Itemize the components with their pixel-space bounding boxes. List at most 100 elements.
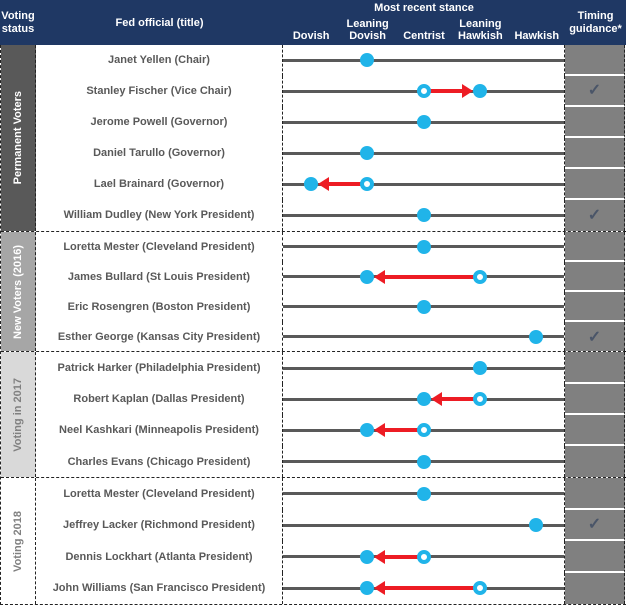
current-stance-dot xyxy=(360,581,375,596)
official-name: James Bullard (St Louis President) xyxy=(36,261,283,292)
voting-status-cell: Voting in 2017 xyxy=(1,352,36,478)
stance-arrowhead-icon xyxy=(374,423,386,438)
official-name: Stanley Fischer (Vice Chair) xyxy=(36,75,283,107)
official-name: John Williams (San Francisco President) xyxy=(36,572,283,605)
current-stance-dot xyxy=(416,486,431,501)
timing-guidance-cell xyxy=(565,541,625,573)
current-stance-dot xyxy=(416,299,431,314)
previous-stance-circle xyxy=(472,581,487,596)
stance-chart-cell xyxy=(283,168,565,200)
official-row: Jeffrey Lacker (Richmond President) ✓ xyxy=(36,509,626,542)
current-stance-dot xyxy=(360,423,375,438)
official-name: Jeffrey Lacker (Richmond President) xyxy=(36,509,283,542)
official-name: Loretta Mester (Cleveland President) xyxy=(36,231,283,262)
stance-title: Most recent stance xyxy=(374,2,474,14)
stance-scale-line xyxy=(283,523,564,527)
official-name: Robert Kaplan (Dallas President) xyxy=(36,383,283,415)
previous-stance-circle xyxy=(472,269,487,284)
current-stance-dot xyxy=(304,177,319,192)
stance-arrow xyxy=(441,397,480,402)
timing-guidance-cell xyxy=(565,478,625,510)
stance-arrow xyxy=(385,428,424,433)
timing-guidance-cell xyxy=(565,231,625,262)
official-name: Dennis Lockhart (Atlanta President) xyxy=(36,541,283,573)
current-stance-dot xyxy=(360,53,375,68)
group-rows: Loretta Mester (Cleveland President) Jeff… xyxy=(36,478,626,605)
official-row: Dennis Lockhart (Atlanta President) xyxy=(36,541,626,573)
stance-arrow xyxy=(385,554,424,559)
group-rows: Patrick Harker (Philadelphia President) R… xyxy=(36,352,626,478)
stance-column-label-dovish: Dovish xyxy=(292,29,330,42)
previous-stance-circle xyxy=(360,177,375,192)
timing-guidance-cell: ✓ xyxy=(565,509,625,542)
official-name: Esther George (Kansas City President) xyxy=(36,321,283,352)
official-row: Stanley Fischer (Vice Chair) ✓ xyxy=(36,75,626,107)
stance-column-label-leaning-dovish: Leaning Dovish xyxy=(346,17,389,42)
current-stance-dot xyxy=(416,239,431,254)
stance-chart-cell xyxy=(283,231,565,262)
group-label: New Voters (2016) xyxy=(12,244,24,339)
official-row: Charles Evans (Chicago President) xyxy=(36,446,626,478)
timing-guidance-header: Timing guidance* xyxy=(569,9,622,35)
current-stance-dot xyxy=(360,269,375,284)
current-stance-dot xyxy=(360,549,375,564)
timing-guidance-cell: ✓ xyxy=(565,321,625,352)
timing-guidance-cell: ✓ xyxy=(565,75,625,107)
current-stance-dot xyxy=(528,518,543,533)
official-row: Eric Rosengren (Boston President) xyxy=(36,291,626,322)
stance-chart-cell xyxy=(283,572,565,605)
stance-scale-line xyxy=(283,366,564,370)
voter-group: Voting 2018 Loretta Mester (Cleveland Pre… xyxy=(1,477,626,605)
official-name: Lael Brainard (Governor) xyxy=(36,168,283,200)
timing-checkmark-icon: ✓ xyxy=(587,328,602,346)
stance-arrowhead-icon xyxy=(318,177,330,192)
stance-chart-cell xyxy=(283,75,565,107)
official-row: Loretta Mester (Cleveland President) xyxy=(36,478,626,510)
stance-column-label-hawkish: Hawkish xyxy=(514,29,560,42)
official-name: Jerome Powell (Governor) xyxy=(36,106,283,138)
timing-guidance-cell xyxy=(565,383,625,415)
stance-chart-cell xyxy=(283,383,565,415)
current-stance-dot xyxy=(416,208,431,223)
stance-chart-cell xyxy=(283,478,565,510)
official-name: Daniel Tarullo (Governor) xyxy=(36,137,283,169)
group-rows: Janet Yellen (Chair) Stanley Fischer (Vic… xyxy=(36,45,626,231)
current-stance-dot xyxy=(416,115,431,130)
timing-guidance-cell xyxy=(565,168,625,200)
stance-column-label-centrist: Centrist xyxy=(403,29,445,42)
table-body: Permanent Voters Janet Yellen (Chair) Stan… xyxy=(0,45,626,605)
timing-guidance-cell xyxy=(565,446,625,478)
stance-chart-cell xyxy=(283,199,565,231)
stance-arrow xyxy=(385,274,480,279)
previous-stance-circle xyxy=(416,84,431,99)
voting-status-cell: Permanent Voters xyxy=(1,45,36,231)
stance-arrowhead-icon xyxy=(461,84,473,99)
stance-chart-cell xyxy=(283,45,565,76)
timing-checkmark-icon: ✓ xyxy=(587,516,602,534)
stance-scale-line xyxy=(283,335,564,338)
voting-status-header: Voting status xyxy=(1,9,35,35)
current-stance-dot xyxy=(416,392,431,407)
official-name: Neel Kashkari (Minneapolis President) xyxy=(36,414,283,447)
current-stance-dot xyxy=(360,146,375,161)
timing-guidance-cell xyxy=(565,352,625,384)
timing-guidance-cell xyxy=(565,261,625,292)
timing-guidance-cell xyxy=(565,291,625,322)
previous-stance-circle xyxy=(416,423,431,438)
official-row: Robert Kaplan (Dallas President) xyxy=(36,383,626,415)
official-row: William Dudley (New York President) ✓ xyxy=(36,199,626,231)
stance-chart-cell xyxy=(283,352,565,384)
current-stance-dot xyxy=(472,361,487,376)
stance-chart-cell xyxy=(283,321,565,352)
fed-official-header: Fed official (title) xyxy=(115,16,204,29)
voter-group: Voting in 2017 Patrick Harker (Philadelph… xyxy=(1,351,626,478)
timing-checkmark-icon: ✓ xyxy=(587,207,602,225)
voter-group: New Voters (2016) Loretta Mester (Clevela… xyxy=(1,230,626,352)
stance-chart-cell xyxy=(283,106,565,138)
official-row: Loretta Mester (Cleveland President) xyxy=(36,231,626,262)
official-row: Neel Kashkari (Minneapolis President) xyxy=(36,414,626,447)
group-rows: Loretta Mester (Cleveland President) Jame… xyxy=(36,231,626,352)
stance-arrowhead-icon xyxy=(374,581,386,596)
stance-arrow xyxy=(423,89,462,94)
official-row: Daniel Tarullo (Governor) xyxy=(36,137,626,169)
